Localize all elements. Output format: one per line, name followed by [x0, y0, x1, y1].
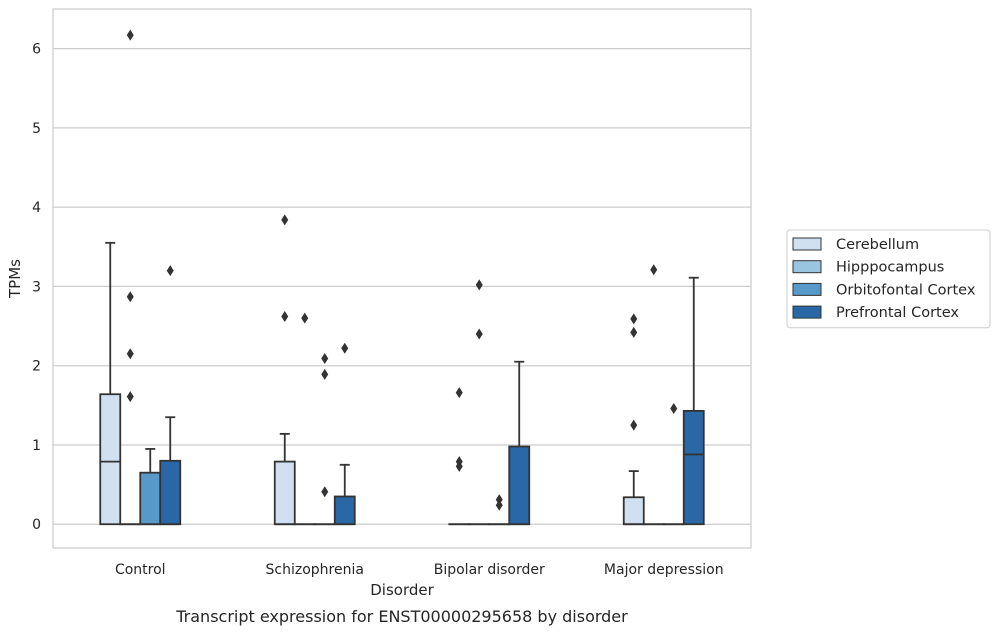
box-0-0 — [99, 241, 122, 526]
outlier-point — [321, 368, 329, 380]
outlier-point — [126, 391, 134, 403]
box-body — [99, 393, 122, 526]
box-0-3 — [159, 265, 182, 526]
outlier-point — [630, 313, 638, 325]
box-1-0 — [273, 214, 296, 526]
grid-lines — [53, 48, 751, 525]
y-tick-label: 1 — [32, 438, 41, 454]
box-body — [682, 409, 705, 526]
plot-frame — [52, 8, 752, 549]
outlier-point — [341, 342, 349, 354]
box-2-1 — [468, 279, 491, 526]
y-tick-label: 5 — [32, 121, 41, 137]
box-1-3 — [333, 342, 356, 526]
x-tick-label: Bipolar disorder — [434, 562, 545, 578]
outlier-point — [495, 494, 503, 506]
y-tick-label: 2 — [32, 359, 41, 375]
axis-ticks: 0 1 2 3 4 5 6 Control Schizophrenia Bipolar disor… — [32, 42, 724, 578]
legend-swatch — [792, 305, 822, 319]
y-tick-label: 6 — [32, 42, 41, 58]
outlier-point — [281, 214, 289, 226]
legend: Cerebellum Hipppocampus Orbitofontal Corte… — [786, 229, 991, 329]
box-0-1 — [119, 29, 142, 526]
outlier-point — [301, 312, 309, 324]
outlier-point — [455, 387, 463, 399]
outlier-point — [321, 486, 329, 498]
y-tick-label: 3 — [32, 279, 41, 295]
y-tick-label: 0 — [32, 517, 41, 533]
y-axis-title: TPMs — [6, 259, 24, 299]
x-tick-label: Major depression — [604, 562, 724, 578]
outlier-point — [630, 419, 638, 431]
box-3-3 — [682, 276, 705, 526]
box-2-2 — [488, 494, 511, 526]
box-1-1 — [293, 312, 316, 526]
outlier-point — [650, 264, 658, 276]
outlier-point — [166, 265, 174, 277]
x-axis-title: Disorder — [370, 581, 434, 599]
legend-swatch — [792, 282, 822, 296]
box-2-3 — [508, 360, 531, 526]
legend-label: Orbitofontal Cortex — [836, 282, 976, 298]
legend-label: Prefrontal Cortex — [836, 305, 959, 321]
outlier-point — [126, 291, 134, 303]
box-3-2 — [662, 402, 685, 526]
outlier-point — [495, 499, 503, 511]
box-body — [139, 471, 162, 526]
legend-label: Hipppocampus — [836, 260, 944, 276]
outlier-point — [670, 402, 678, 414]
box-3-1 — [642, 264, 665, 526]
outlier-point — [126, 29, 134, 41]
x-tick-label: Control — [115, 562, 166, 578]
chart-caption: Transcript expression for ENST0000029565… — [175, 607, 628, 626]
legend-frame — [786, 229, 991, 329]
box-2-0 — [448, 387, 471, 526]
box-1-2 — [313, 353, 336, 526]
outlier-point — [126, 348, 134, 360]
box-body — [622, 496, 645, 526]
outlier-point — [321, 353, 329, 365]
outlier-point — [475, 328, 483, 340]
box-body — [333, 495, 356, 526]
box-body — [508, 445, 531, 526]
outlier-point — [475, 279, 483, 291]
legend-swatch — [792, 260, 822, 274]
box-plots — [99, 29, 705, 526]
outlier-point — [630, 326, 638, 338]
box-body — [273, 460, 296, 526]
box-body — [159, 459, 182, 526]
box-0-2 — [139, 448, 162, 526]
outlier-point — [281, 311, 289, 323]
outlier-point — [455, 460, 463, 472]
y-tick-label: 4 — [32, 200, 41, 216]
x-tick-label: Schizophrenia — [266, 562, 364, 578]
box-3-0 — [622, 313, 645, 526]
legend-swatch — [792, 237, 822, 251]
legend-label: Cerebellum — [836, 237, 919, 253]
